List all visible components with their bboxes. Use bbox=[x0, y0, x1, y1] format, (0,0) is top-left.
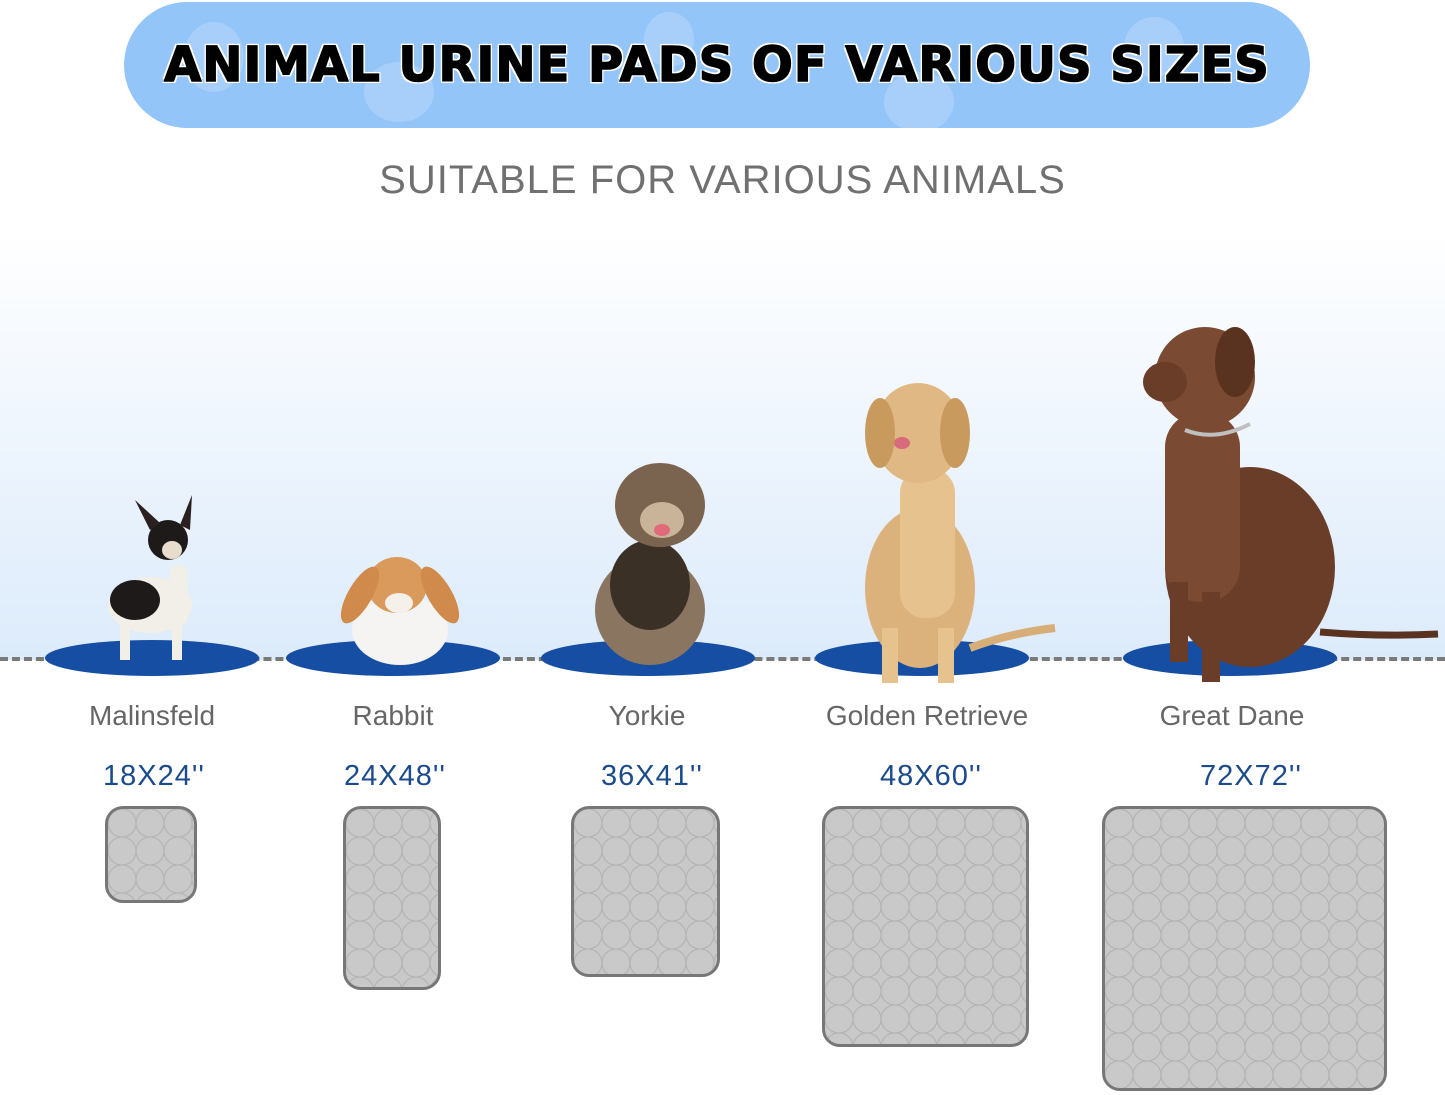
blue-pad-oval bbox=[45, 640, 259, 676]
animal-name: Rabbit bbox=[352, 700, 434, 731]
golden-retriever-photo bbox=[865, 383, 1056, 683]
urine-pad-36x41 bbox=[571, 806, 720, 977]
pad-size: 24X48'' bbox=[344, 760, 446, 792]
urine-pad-18x24 bbox=[105, 806, 197, 903]
title-banner: ANIMAL URINE PADS OF VARIOUS SIZES bbox=[124, 2, 1310, 128]
great-dane-photo bbox=[1143, 327, 1439, 682]
yorkie-photo bbox=[595, 463, 705, 665]
page-title: ANIMAL URINE PADS OF VARIOUS SIZES bbox=[163, 36, 1270, 94]
rabbit-photo bbox=[340, 557, 460, 665]
pad-size: 48X60'' bbox=[880, 760, 982, 792]
chihuahua-photo bbox=[108, 495, 192, 660]
animal-name: Golden Retrieve bbox=[825, 700, 1029, 731]
urine-pad-48x60 bbox=[822, 806, 1029, 1047]
animal-name: Great Dane bbox=[1159, 700, 1305, 731]
animal-name: Yorkie bbox=[608, 700, 686, 731]
pad-size: 18X24'' bbox=[103, 760, 205, 792]
animal-name: Malinsfeld bbox=[88, 700, 216, 731]
pad-size: 72X72'' bbox=[1200, 760, 1302, 792]
pad-size: 36X41'' bbox=[601, 760, 703, 792]
urine-pad-72x72 bbox=[1102, 806, 1387, 1091]
urine-pad-24x48 bbox=[343, 806, 441, 990]
subtitle: SUITABLE FOR VARIOUS ANIMALS bbox=[379, 158, 1066, 202]
